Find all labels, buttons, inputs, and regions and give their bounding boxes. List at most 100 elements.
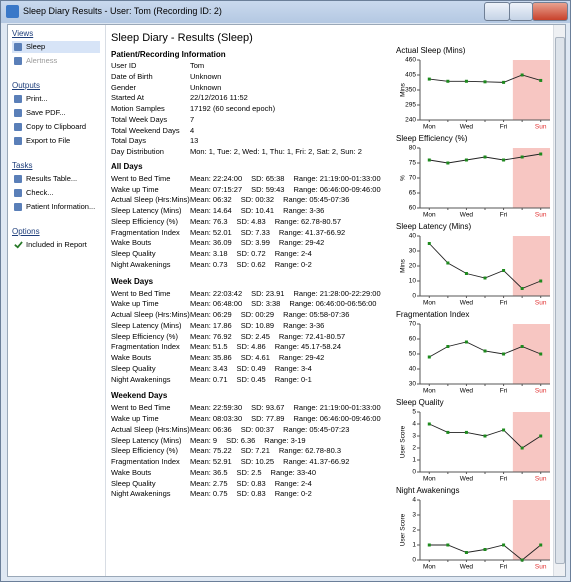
stat-values: Mean: 76.3 SD: 4.83 Range: 62.78-80.57 <box>190 217 341 226</box>
chart-title: Sleep Latency (Mins) <box>396 222 471 231</box>
minimize-button[interactable] <box>484 2 510 21</box>
data-point <box>464 79 468 83</box>
x-tick-label: Mon <box>423 564 436 571</box>
scrollbar[interactable] <box>553 25 565 576</box>
data-point <box>483 349 487 353</box>
info-label: Total Days <box>111 136 147 146</box>
x-tick-label: Sun <box>535 476 547 483</box>
data-point <box>483 80 487 84</box>
report-title: Sleep Diary - Results (Sleep) <box>111 32 253 44</box>
client-area: Views Sleep Alertness Outputs Print... Save P… <box>7 24 566 577</box>
stat-values: Mean: 36.09 SD: 3.99 Range: 29-42 <box>190 238 324 247</box>
sidebar-item[interactable]: Print... <box>12 93 100 105</box>
stat-value: SD: 0.83 <box>236 489 266 499</box>
charts: Actual Sleep (Mins)Mins240295350405460Mo… <box>396 46 550 571</box>
stat-values: Mean: 75.22 SD: 7.21 Range: 62.78-80.3 <box>190 446 341 455</box>
info-value: 13 <box>190 136 199 146</box>
stat-value: Range: 29-42 <box>278 353 325 362</box>
y-tick-label: 60 <box>409 336 417 343</box>
stat-value: SD: 4.61 <box>240 353 270 362</box>
sidebar-item[interactable]: Copy to Clipboard <box>12 121 100 133</box>
y-tick-label: 30 <box>409 248 417 255</box>
y-tick-label: 0 <box>412 293 416 300</box>
y-tick-label: 30 <box>409 381 417 388</box>
y-tick-label: 60 <box>409 205 417 212</box>
stat-values: Mean: 22:24:00 SD: 65:38 Range: 21:19:00-0… <box>190 174 381 183</box>
scroll-thumb[interactable] <box>555 37 565 564</box>
sidebar-item[interactable]: Sleep <box>12 41 100 53</box>
stat-value: Range: 05:45-07:23 <box>283 424 350 434</box>
data-point <box>464 340 468 344</box>
y-tick-label: 20 <box>409 263 417 270</box>
sidebar-heading: Tasks <box>12 161 33 170</box>
info-label: Total Week Days <box>111 114 168 124</box>
y-tick-label: 40 <box>409 233 417 240</box>
stat-label: Sleep Latency (Mins) <box>111 435 182 445</box>
info-values: 7 <box>190 115 194 124</box>
y-tick-label: 75 <box>409 160 417 167</box>
sidebar-item[interactable]: Alertness <box>12 55 100 67</box>
stat-value: Range: 0-2 <box>274 259 312 269</box>
data-point <box>520 558 524 562</box>
stat-values: Mean: 06:32 SD: 00:32 Range: 05:45-07:36 <box>190 195 349 204</box>
sidebar-item[interactable]: Check... <box>12 187 100 199</box>
stat-value: Range: 3-4 <box>274 363 312 373</box>
data-point <box>502 352 506 356</box>
chart-title: Night Awakenings <box>396 486 459 495</box>
maximize-button[interactable] <box>509 2 533 21</box>
sidebar-item[interactable]: Patient Information... <box>12 201 100 213</box>
y-tick-label: 1 <box>412 457 416 464</box>
stat-value: SD: 0.49 <box>236 363 266 373</box>
data-point <box>427 77 431 81</box>
y-tick-label: 2 <box>412 527 416 534</box>
stat-values: Mean: 0.73 SD: 0.62 Range: 0-2 <box>190 260 312 269</box>
weekend-shade <box>512 324 550 384</box>
data-point <box>464 272 468 275</box>
stat-value: Range: 2-4 <box>274 478 312 488</box>
sidebar-item[interactable]: Save PDF... <box>12 107 100 119</box>
stat-value: Mean: 06:36 <box>190 424 232 434</box>
x-tick-label: Fri <box>500 476 508 483</box>
stat-value: Mean: 06:29 <box>190 310 232 319</box>
stat-value: Range: 0-1 <box>274 374 312 384</box>
stat-value: Range: 3-19 <box>264 435 306 445</box>
stat-value: SD: 0.72 <box>236 249 266 258</box>
data-point <box>539 279 543 283</box>
stat-value: Mean: 52.01 <box>190 227 232 237</box>
stat-label: Sleep Quality <box>111 249 156 258</box>
stat-label: Actual Sleep (Hrs:Mins) <box>111 424 190 434</box>
stat-values: Mean: 52.91 SD: 10.25 Range: 41.37-66.92 <box>190 457 349 466</box>
sidebar-item[interactable]: Export to File <box>12 135 100 147</box>
sidebar-item[interactable]: Included in Report <box>12 239 100 251</box>
stat-value: Mean: 2.75 <box>190 478 228 488</box>
stat-value: Range: 3-36 <box>283 320 325 330</box>
stat-values: Mean: 06:48:00 SD: 3:38 Range: 06:46:00-06… <box>190 299 376 308</box>
y-tick-label: 5 <box>412 409 416 416</box>
y-tick-label: 80 <box>409 145 417 152</box>
stat-value: Range: 41.37-66.92 <box>283 457 350 466</box>
stat-value: SD: 00:37 <box>240 424 275 434</box>
data-point <box>520 73 524 77</box>
stat-value: SD: 93.67 <box>251 403 285 413</box>
stat-label: Wake up Time <box>111 184 159 194</box>
stat-label: Night Awakenings <box>111 374 171 384</box>
x-tick-label: Fri <box>500 388 508 395</box>
data-point <box>520 345 524 348</box>
stat-values: Mean: 52.01 SD: 7.33 Range: 41.37-66.92 <box>190 228 345 237</box>
stat-value: SD: 0.45 <box>236 374 266 384</box>
stat-value: Mean: 22:03:42 <box>190 288 243 298</box>
info-label: Motion Samples <box>111 104 165 113</box>
data-point <box>446 543 450 547</box>
stat-value: SD: 4.86 <box>236 342 266 352</box>
sidebar-item[interactable]: Results Table... <box>12 173 100 185</box>
stat-value: Mean: 3.18 <box>190 249 228 258</box>
close-button[interactable] <box>532 2 568 21</box>
data-point <box>464 430 468 434</box>
window-title: Sleep Diary Results - User: Tom (Recordi… <box>23 6 222 16</box>
stat-value: Mean: 51.5 <box>190 342 228 352</box>
stat-value: Mean: 36.5 <box>190 467 228 477</box>
stat-label: Went to Bed Time <box>111 403 171 413</box>
stat-label: Sleep Latency (Mins) <box>111 206 182 215</box>
y-axis-title: Mins <box>400 82 407 96</box>
